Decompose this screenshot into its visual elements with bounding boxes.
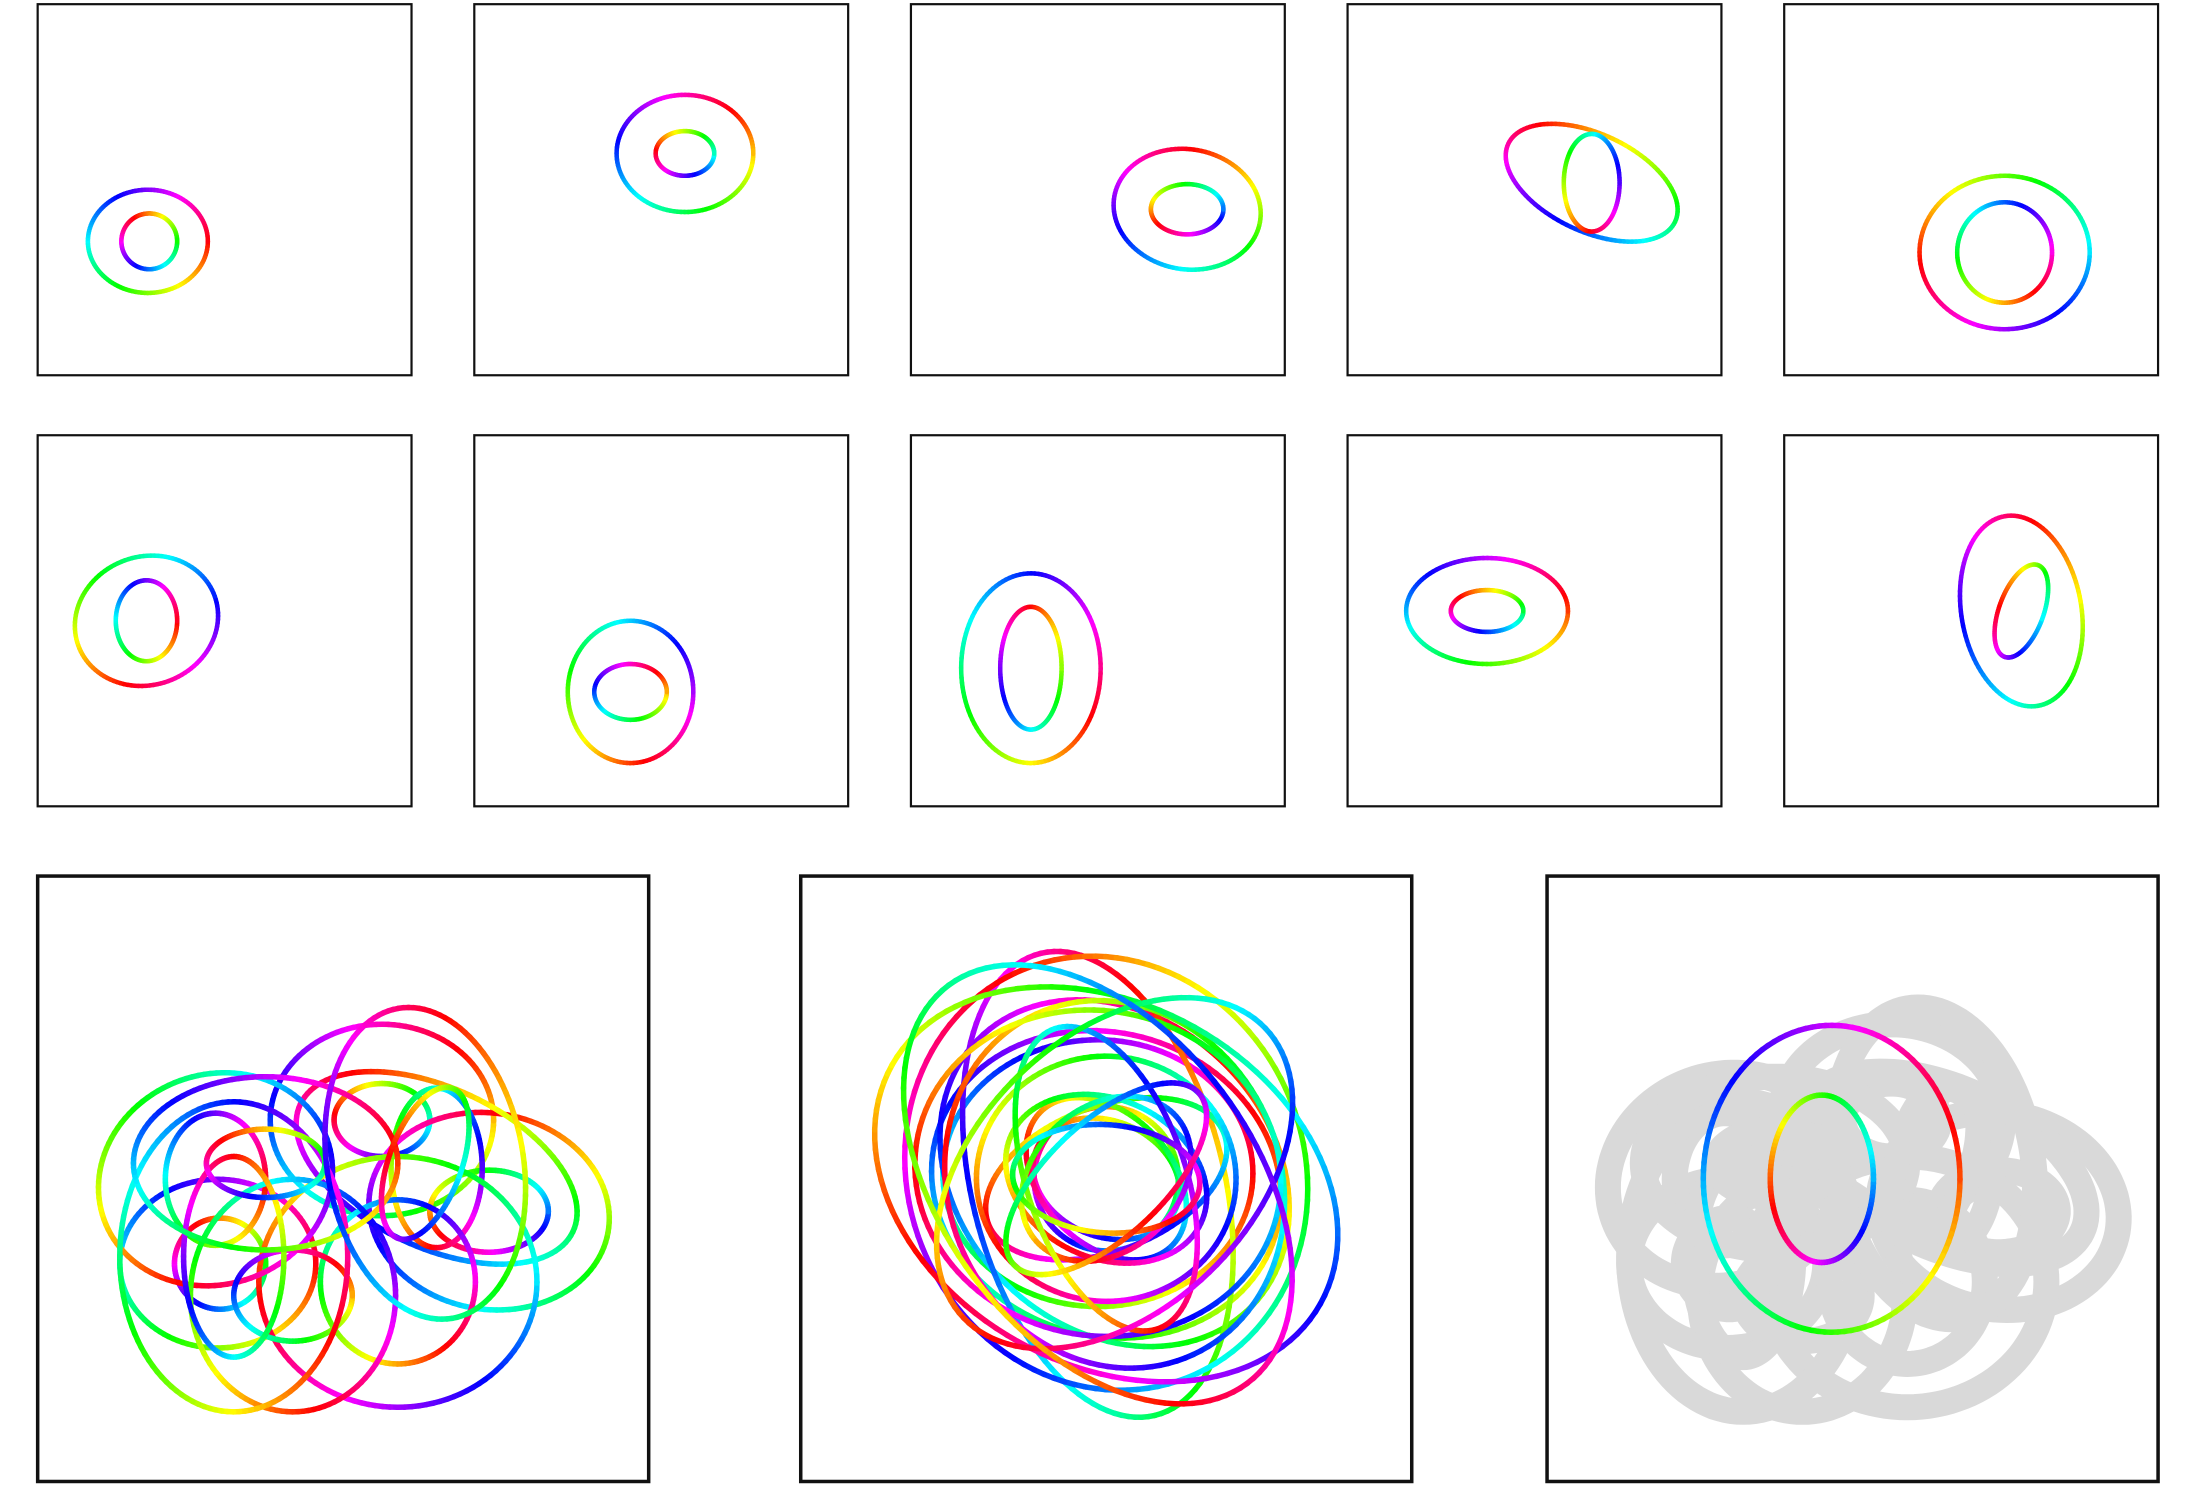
small-panel [72,553,221,689]
overlay-panel [95,1004,613,1415]
centered-panel [871,948,1341,1421]
panel-frame [36,434,413,808]
ring-segment [211,590,218,599]
panel-frame [909,3,1286,377]
panel-frame [1346,434,1723,808]
small-panel [565,618,696,766]
ring-segment [1672,217,1679,225]
small-panel [1111,146,1263,272]
small-panel [614,92,756,215]
small-panel [85,187,211,296]
small-panel [958,571,1103,766]
ring-segment [517,1135,525,1151]
ring-segment [1257,216,1263,225]
ring-segment [456,1169,464,1180]
panel-frame [1783,3,2160,377]
ring-segment [570,1224,578,1235]
panel-frame [473,434,850,808]
small-panel [1957,513,2085,709]
panel-frame [36,3,413,377]
ring-segment [2077,593,2083,604]
ring-segment [605,1224,612,1236]
small-panel [1503,121,1680,244]
ring-segment [2039,613,2046,622]
panel-frame [1783,434,2160,808]
small-panel [1403,555,1571,667]
panel-frame [473,3,850,377]
panel-frame [1346,3,1723,377]
panel-frame [909,434,1286,808]
small-panel [1917,173,2092,332]
